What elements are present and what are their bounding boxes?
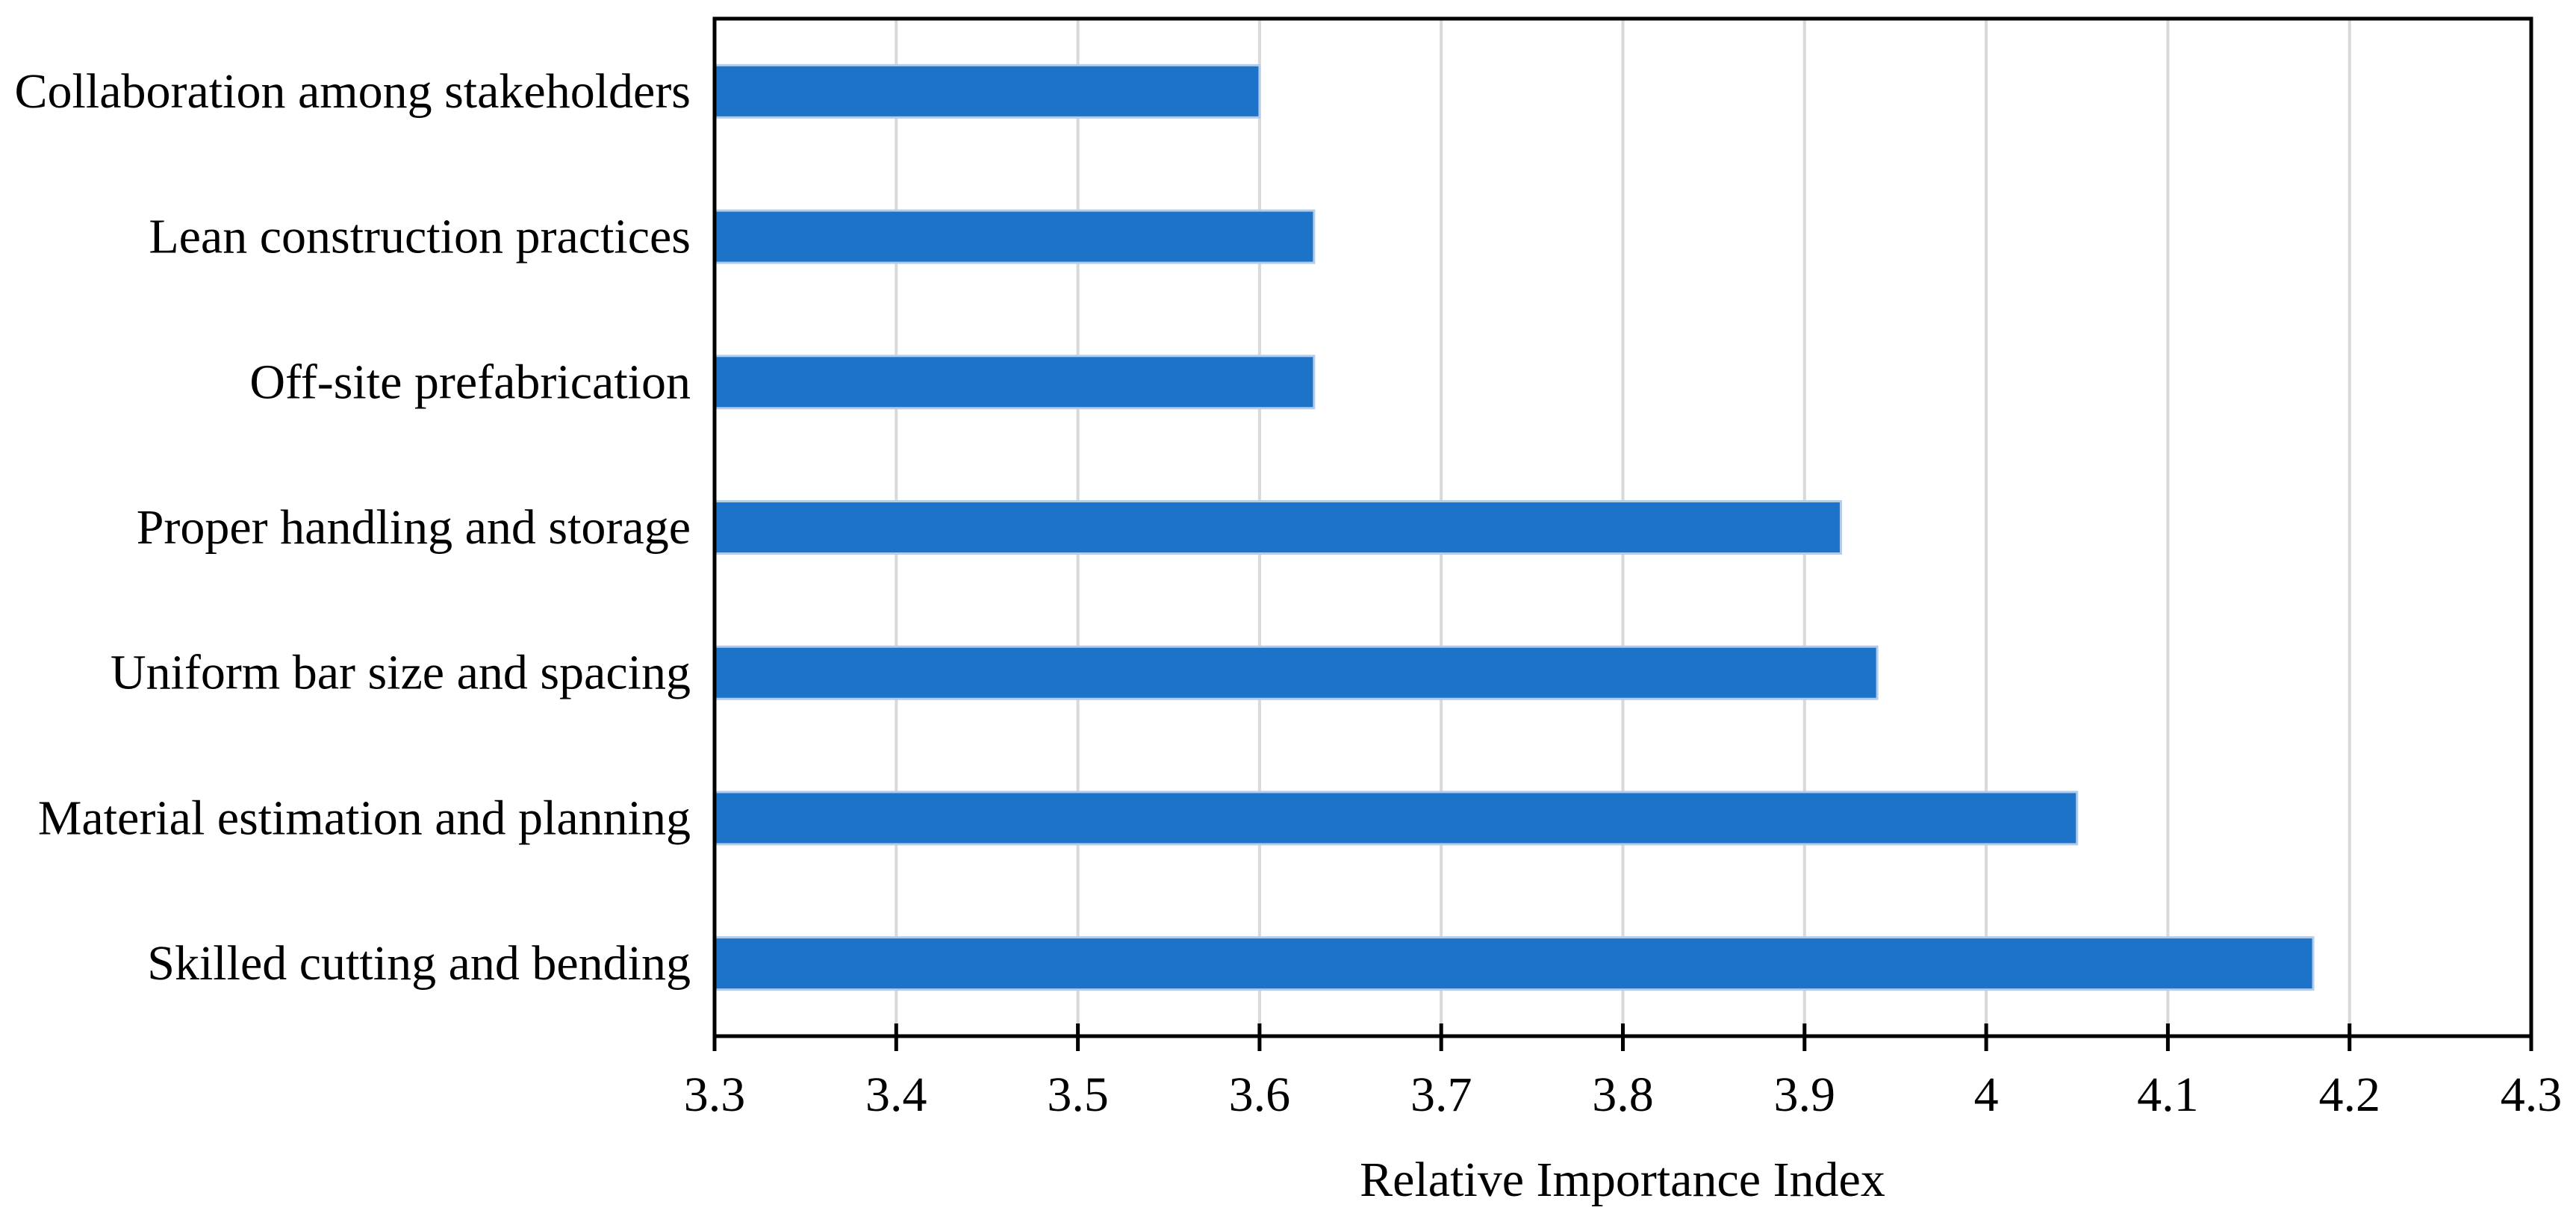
- category-label: Proper handling and storage: [137, 500, 691, 555]
- bar: [713, 500, 1842, 555]
- bar: [713, 209, 1316, 264]
- tick-marks-layer: [712, 1023, 2533, 1051]
- x-tick-label: 4.1: [2137, 1068, 2199, 1122]
- x-tick-label: 3.7: [1410, 1068, 1472, 1122]
- bar: [713, 63, 1261, 119]
- bar: [713, 355, 1316, 410]
- bars-layer: [713, 63, 2315, 991]
- x-tick-label: 3.9: [1774, 1068, 1836, 1122]
- category-label: Lean construction practices: [149, 210, 691, 264]
- x-tick-labels-layer: 3.3 3.4 3.5 3.6 3.7 3.8 3.9 4 4.1 4.2 4.3: [684, 1068, 2563, 1122]
- category-labels-layer: Collaboration among stakeholders Lean con…: [15, 64, 691, 991]
- x-tick-label: 3.4: [865, 1068, 927, 1122]
- x-tick-label: 4.3: [2501, 1068, 2563, 1122]
- x-tick-label: 4: [1974, 1068, 1999, 1122]
- x-tick-label: 3.6: [1229, 1068, 1291, 1122]
- bar: [713, 936, 2315, 991]
- x-tick-label: 3.3: [684, 1068, 746, 1122]
- x-tick-label: 4.2: [2318, 1068, 2380, 1122]
- category-label: Material estimation and planning: [38, 791, 691, 845]
- x-tick-label: 3.5: [1047, 1068, 1109, 1122]
- x-tick-label: 3.8: [1592, 1068, 1654, 1122]
- category-label: Skilled cutting and bending: [147, 936, 691, 991]
- category-label: Off-site prefabrication: [249, 355, 691, 409]
- x-axis-title: Relative Importance Index: [1360, 1153, 1885, 1207]
- category-label: Collaboration among stakeholders: [15, 64, 691, 119]
- category-label: Uniform bar size and spacing: [111, 646, 691, 700]
- bar: [713, 645, 1879, 700]
- bar: [713, 791, 2079, 846]
